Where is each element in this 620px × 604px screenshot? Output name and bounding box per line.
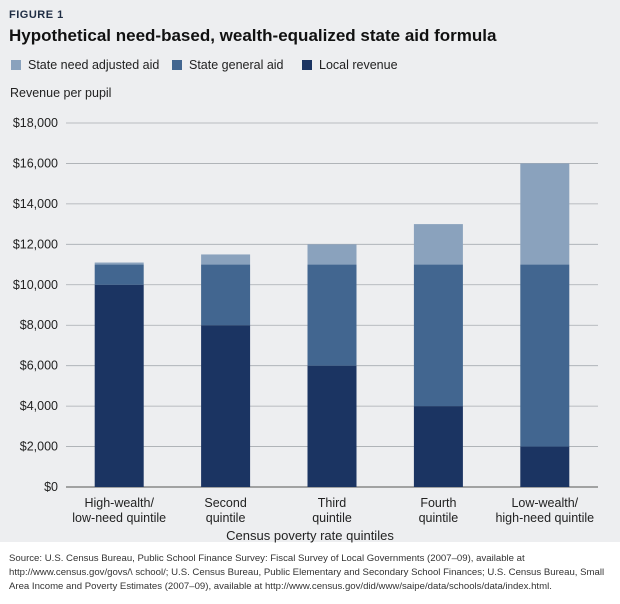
bar-segment-state-need-adjusted-aid [520, 163, 570, 265]
x-tick-label: quintile [312, 511, 352, 525]
figure-label: FIGURE 1 [9, 9, 64, 21]
figure-panel: FIGURE 1 Hypothetical need-based, wealth… [0, 0, 620, 543]
bar-segment-state-need-adjusted-aid [307, 244, 357, 265]
legend-swatch-general-aid [172, 60, 182, 70]
bar-segment-state-need-adjusted-aid [201, 254, 251, 265]
y-tick-label: $0 [44, 480, 58, 494]
y-tick-label: $14,000 [13, 197, 58, 211]
y-tick-label: $2,000 [20, 440, 58, 454]
y-tick-label: $18,000 [13, 116, 58, 130]
x-tick-label: quintile [419, 511, 459, 525]
bar-segment-state-need-adjusted-aid [94, 262, 144, 265]
y-tick-label: $6,000 [20, 359, 58, 373]
y-tick-label: $4,000 [20, 399, 58, 413]
stacked-bar-chart: $0 $2,000 $4,000 $6,000 $8,000 $10,000 $12,000… [13, 116, 598, 525]
legend-item-local-revenue: Local revenue [302, 58, 398, 72]
bar-segment-state-general-aid [413, 264, 463, 407]
x-tick-label: Second [204, 496, 246, 510]
legend-item-need-adjusted: State need adjusted aid [11, 58, 159, 72]
y-axis-title: Revenue per pupil [10, 86, 112, 100]
y-tick-label: $8,000 [20, 318, 58, 332]
bar-segment-state-need-adjusted-aid [413, 224, 463, 265]
x-tick-label: Third [318, 496, 347, 510]
bar-segment-state-general-aid [520, 264, 570, 447]
bar-segment-local-revenue [413, 406, 463, 487]
x-axis-title: Census poverty rate quintiles [226, 528, 394, 543]
bar-segment-local-revenue [520, 446, 570, 487]
y-tick-label: $10,000 [13, 278, 58, 292]
x-tick-label: quintile [206, 511, 246, 525]
legend-swatch-local-revenue [302, 60, 312, 70]
source-note: Source: U.S. Census Bureau, Public Schoo… [9, 553, 605, 592]
y-tick-label: $12,000 [13, 237, 58, 251]
legend-label-local-revenue: Local revenue [319, 58, 398, 72]
chart-title: Hypothetical need-based, wealth-equalize… [9, 26, 497, 45]
x-tick-label: high-need quintile [495, 511, 594, 525]
legend-label-general-aid: State general aid [189, 58, 284, 72]
bar-segment-state-general-aid [201, 264, 251, 326]
legend-swatch-need-adjusted [11, 60, 21, 70]
x-tick-label: Low-wealth/ [511, 496, 578, 510]
y-tick-label: $16,000 [13, 156, 58, 170]
legend-item-general-aid: State general aid [172, 58, 284, 72]
bar-segment-local-revenue [307, 365, 357, 487]
bar-segment-state-general-aid [307, 264, 357, 366]
x-tick-label: low-need quintile [72, 511, 166, 525]
x-tick-label: Fourth [420, 496, 456, 510]
legend-label-need-adjusted: State need adjusted aid [28, 58, 160, 72]
bar-segment-local-revenue [94, 284, 144, 487]
bar-segment-state-general-aid [94, 264, 144, 285]
x-tick-label: High-wealth/ [84, 496, 154, 510]
bar-segment-local-revenue [201, 325, 251, 487]
